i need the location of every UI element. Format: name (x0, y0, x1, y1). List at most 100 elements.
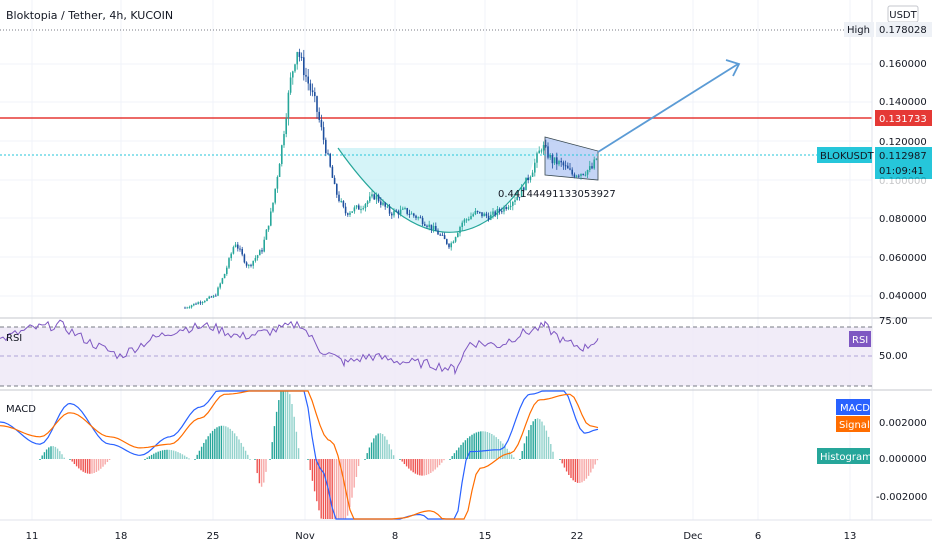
histogram-bar (316, 459, 318, 502)
candle-body (525, 177, 527, 191)
histogram-bar (100, 459, 102, 469)
histogram-bar (320, 459, 322, 519)
price-axis[interactable]: USDT High 0.178028 0.160000 0.140000 0.1… (817, 5, 932, 503)
histogram-bar (159, 450, 162, 459)
histogram-bar (194, 459, 196, 460)
candle-body (443, 235, 446, 240)
histogram-bar (469, 436, 471, 459)
histogram-bar (225, 426, 227, 459)
cup-pattern-fill (338, 148, 538, 233)
candle-body (435, 225, 437, 231)
histogram-bar (242, 446, 245, 459)
price-tick: 0.080000 (879, 214, 927, 225)
histogram-bar (247, 454, 249, 459)
candle-body (206, 298, 208, 301)
histogram-bar (43, 452, 46, 459)
countdown: 01:09:41 (879, 166, 924, 177)
histogram-bar (216, 427, 218, 459)
candle-body (413, 213, 415, 216)
candle-body (531, 172, 534, 177)
candle-body (595, 158, 598, 160)
candle-body (470, 216, 472, 220)
candle-body (327, 153, 329, 155)
histogram-bar (458, 447, 460, 459)
candle-body (569, 168, 571, 170)
histogram-bar (82, 459, 84, 472)
time-axis[interactable]: 11 18 25 Nov 8 15 22 Dec 6 13 (26, 531, 857, 542)
histogram-bar (392, 455, 395, 459)
time-label: 22 (571, 531, 584, 542)
histogram-bar (256, 459, 258, 474)
candle-body (538, 150, 540, 154)
candle-body (580, 173, 582, 176)
candle-body (556, 157, 558, 165)
histogram-bar (353, 459, 355, 488)
histogram-bar (170, 450, 173, 459)
time-label: 11 (26, 531, 39, 542)
candle-body (188, 307, 191, 309)
signal-line (0, 390, 599, 520)
rsi-tag-label: RSI (852, 335, 868, 346)
histogram-bar (236, 436, 238, 459)
candle-body (234, 244, 237, 248)
histogram-bar (475, 432, 478, 459)
histogram-bar (521, 451, 523, 459)
histogram-bar (161, 450, 164, 459)
candle-body (296, 52, 298, 65)
candle-body (303, 57, 305, 76)
histogram-bar (211, 430, 214, 459)
histogram-bar (559, 459, 561, 460)
histogram-bar (561, 459, 563, 464)
macd-pane: MACD (0, 390, 599, 520)
histogram-bar (73, 459, 76, 465)
histogram-bar (269, 459, 271, 460)
candle-body (551, 155, 554, 164)
macd-pane-label[interactable]: MACD (6, 404, 36, 415)
histogram-bar (416, 459, 419, 475)
histogram-bar (106, 459, 109, 463)
histogram-bar (150, 454, 153, 459)
candle-body (285, 118, 287, 135)
rsi-pane-label[interactable]: RSI (6, 333, 22, 344)
histogram-bar (260, 459, 263, 487)
rsi-line (0, 319, 599, 376)
histogram-bar (200, 446, 203, 459)
histogram-bar (373, 438, 375, 459)
candle-body (509, 205, 512, 208)
candle-body (459, 226, 461, 234)
histogram-bar (153, 453, 155, 459)
histogram-bar (384, 436, 386, 459)
candle-body (567, 165, 569, 169)
histogram-bar (410, 459, 412, 471)
candle-body (417, 217, 419, 219)
histogram-bar (177, 452, 179, 459)
histogram-bar (63, 457, 65, 459)
histogram-bar (541, 421, 543, 459)
candle-body (408, 213, 411, 215)
candle-body (274, 188, 276, 203)
histogram-bar (284, 391, 287, 459)
histogram-bar (61, 454, 63, 459)
histogram-bar (596, 459, 599, 461)
candle-body (215, 295, 217, 297)
histogram-bar (291, 404, 293, 459)
candle-body (424, 224, 426, 226)
histogram-bar (486, 432, 489, 459)
resistance-tag (875, 110, 932, 126)
histogram-bar (550, 444, 552, 459)
histogram-bar (186, 456, 188, 459)
histogram-bar (502, 443, 504, 459)
candle-body (476, 210, 479, 212)
histogram-bar (386, 439, 388, 459)
histogram-bar (508, 451, 511, 459)
histogram-bar (477, 431, 480, 459)
histogram-bar (513, 457, 515, 459)
histogram-bar (209, 433, 212, 459)
histogram-bar (166, 449, 168, 459)
histogram-bar (471, 434, 473, 459)
histogram-bar (86, 459, 89, 474)
histogram-bar (342, 459, 344, 519)
candle-body (494, 211, 496, 216)
histogram-bar (436, 459, 439, 468)
